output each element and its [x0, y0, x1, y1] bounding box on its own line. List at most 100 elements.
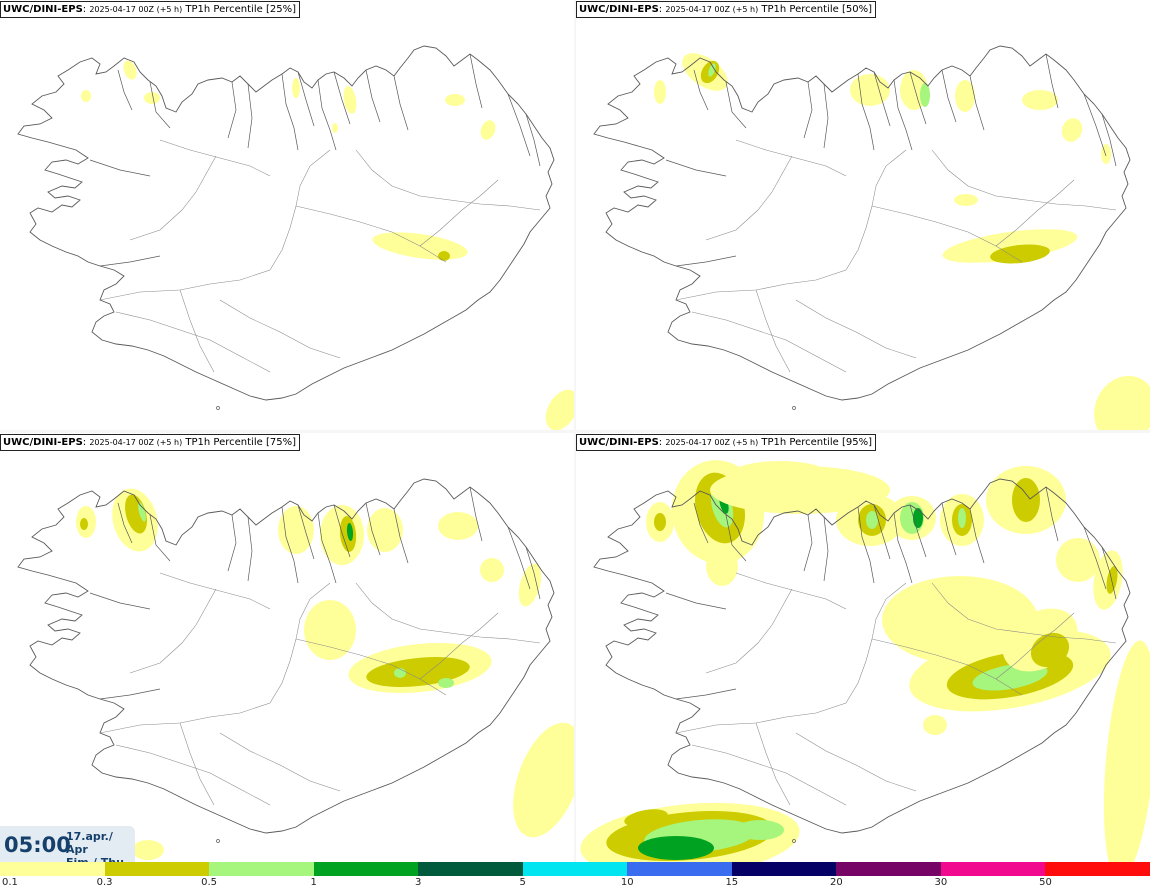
border-line	[419, 612, 499, 680]
border-line	[159, 572, 271, 610]
precip-area	[942, 229, 1078, 263]
precip-area	[708, 63, 716, 77]
border-line	[129, 155, 217, 241]
valid-time-clock: 05:00	[4, 833, 71, 857]
coastline	[593, 45, 1131, 401]
colorbar-tick-labels: 0.1 0.3 0.5 1 3 5 10 15 20 30 50	[0, 876, 1150, 891]
fjord-line	[803, 81, 813, 139]
precip-area	[1022, 90, 1058, 110]
colorbar-segment	[1045, 862, 1150, 876]
precip-area	[81, 90, 91, 102]
precip-area	[1094, 375, 1150, 430]
fjord-line	[117, 502, 133, 544]
colorbar-segment	[104, 862, 210, 876]
precip-area	[438, 251, 450, 261]
precip-area	[736, 820, 784, 840]
fjord-line	[525, 113, 541, 167]
iceland-outline	[593, 478, 1131, 843]
precip-area	[1101, 144, 1111, 164]
border-line	[419, 179, 499, 247]
coastline-group	[593, 478, 1131, 843]
fjord-line	[317, 79, 337, 151]
border-line	[179, 722, 215, 806]
border-line	[931, 582, 1117, 644]
precipitation-map	[580, 460, 1150, 863]
map-panel-p50: UWC/DINI-EPS: 2025-04-17 00Z (+5 h) TP1h…	[576, 0, 1150, 430]
coastline	[593, 478, 1131, 834]
valid-time-box: 05:00 17.apr./ Apr Fim./ Thu	[0, 826, 135, 869]
border-line	[355, 149, 541, 211]
colorbar-tick-label: 50	[1039, 877, 1052, 888]
precip-area	[920, 83, 930, 107]
fjord-line	[909, 71, 927, 125]
border-line	[99, 149, 331, 301]
colorbar-segment	[209, 862, 314, 876]
border-line	[295, 205, 447, 263]
fjord-line	[675, 688, 737, 700]
precip-area	[866, 511, 878, 529]
colorbar-tick-label: 0.1	[2, 877, 18, 888]
panel-title: UWC/DINI-EPS: 2025-04-17 00Z (+5 h) TP1h…	[576, 1, 876, 18]
fjord-line	[393, 508, 409, 564]
fjord-line	[333, 504, 351, 558]
fjord-line	[725, 81, 747, 129]
panel-title: UWC/DINI-EPS: 2025-04-17 00Z (+5 h) TP1h…	[0, 434, 300, 451]
fjord-line	[317, 512, 337, 584]
border-line	[115, 311, 271, 373]
precipitation-map	[17, 45, 574, 430]
fjord-line	[665, 592, 727, 610]
fjord-line	[725, 514, 747, 562]
precip-area	[513, 722, 574, 838]
fjord-line	[99, 255, 161, 267]
precip-area	[332, 123, 338, 133]
colorbar-tick-label: 0.3	[96, 877, 113, 888]
border-line	[735, 139, 847, 177]
fjord-line	[333, 71, 351, 125]
precip-area	[913, 508, 923, 528]
border-line	[99, 582, 331, 734]
fjord-line	[281, 73, 299, 151]
fjord-line	[247, 83, 253, 149]
fjord-line	[393, 75, 409, 131]
border-line	[755, 722, 791, 806]
precip-area	[850, 74, 890, 106]
precip-area	[518, 563, 542, 607]
colorbar-tick-label: 3	[414, 877, 422, 888]
coastline-group	[17, 478, 555, 843]
fjord-line	[675, 255, 737, 267]
fjord-line	[227, 514, 237, 572]
fjord-line	[693, 502, 709, 544]
border-line	[675, 582, 907, 734]
precip-area	[278, 506, 314, 554]
fjord-line	[525, 546, 541, 600]
coastline-group	[593, 45, 1131, 410]
panel-divider-horizontal	[0, 430, 1150, 433]
precip-area	[123, 60, 137, 80]
island-dot	[792, 839, 796, 843]
valid-date-line: 17.apr./ Apr	[66, 830, 113, 856]
precip-area	[144, 92, 160, 104]
fjord-line	[823, 83, 829, 149]
precip-area	[480, 558, 504, 582]
fjord-line	[227, 81, 237, 139]
precip-area	[343, 86, 357, 114]
colorbar-segment	[313, 862, 419, 876]
fjord-line	[873, 504, 891, 560]
precip-area	[138, 502, 146, 522]
iceland-outline	[593, 45, 1131, 410]
fjord-line	[941, 502, 957, 556]
fjord-line	[893, 512, 913, 584]
colorbar-tick-label: 15	[725, 877, 739, 888]
fjord-line	[893, 79, 913, 151]
border-line	[691, 311, 847, 373]
coastline	[17, 478, 555, 834]
fjord-line	[803, 514, 813, 572]
precip-area	[923, 715, 947, 735]
fjord-line	[857, 506, 875, 584]
iceland-outline	[17, 45, 555, 410]
precip-area	[954, 194, 978, 206]
precip-area	[958, 508, 966, 528]
fjord-line	[823, 516, 829, 582]
island-dot	[792, 406, 796, 410]
precip-area	[1012, 478, 1040, 522]
